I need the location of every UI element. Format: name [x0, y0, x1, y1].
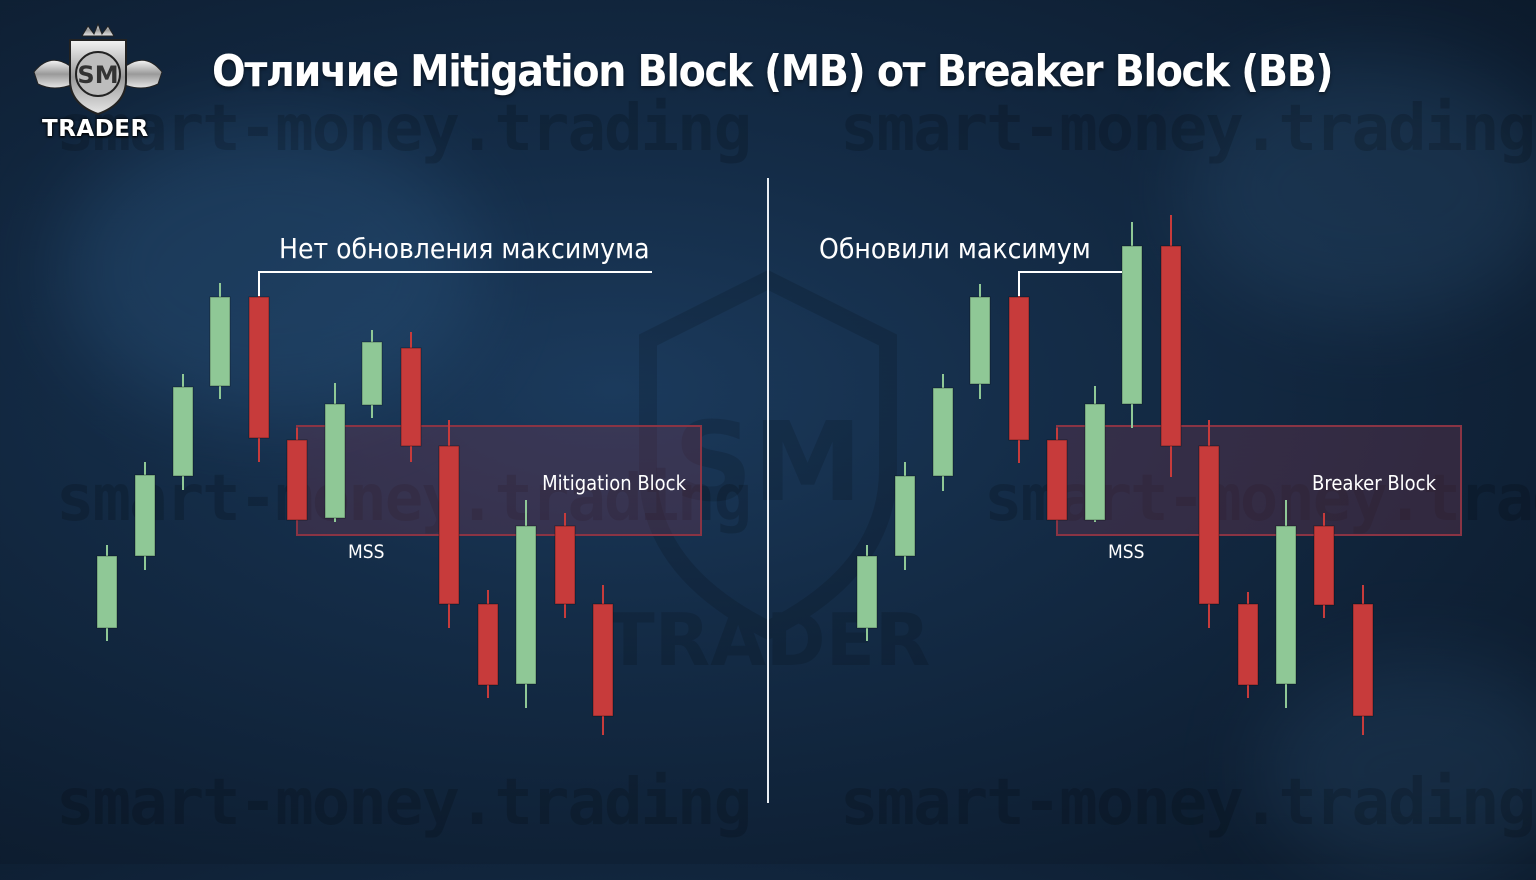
right-candle-bearish	[1198, 445, 1220, 605]
right-candle-bearish	[1008, 296, 1030, 441]
mss-label-right: MSS	[1108, 541, 1144, 563]
left-candle-bullish	[96, 555, 118, 629]
right-candle-bullish	[1275, 525, 1297, 685]
no-new-high-label: Нет обновления максимума	[279, 232, 650, 265]
candles-right	[856, 215, 1374, 735]
right-candle-bullish	[856, 555, 878, 629]
candles-left	[96, 272, 614, 735]
left-candle-bullish	[134, 474, 156, 557]
right-candle-bullish	[969, 296, 991, 385]
right-candle-bearish	[1313, 525, 1335, 606]
logo-text: TRADER	[42, 116, 149, 142]
mss-label-left: MSS	[348, 541, 384, 563]
left-candle-bearish	[286, 439, 308, 521]
watermark: smart-money.trading	[840, 92, 1536, 166]
left-candle-bearish	[592, 603, 614, 717]
left-candle-bearish	[400, 347, 422, 447]
background-glow	[1180, 60, 1536, 320]
no-new-high-line	[258, 271, 652, 296]
logo-monogram: SM	[77, 61, 118, 89]
left-candle-bullish	[209, 296, 231, 387]
mitigation-block-zone	[296, 425, 702, 536]
left-candle-bullish	[515, 525, 537, 685]
right-candle-bearish	[1237, 603, 1259, 686]
right-candle-bullish	[894, 475, 916, 557]
new-high-line	[1018, 271, 1122, 296]
breaker-block-zone	[1056, 425, 1462, 536]
new-high-label: Обновили максимум	[819, 232, 1091, 265]
background-glow	[1260, 660, 1536, 880]
right-candle-bullish	[1121, 245, 1143, 405]
right-candle-bullish	[1084, 403, 1106, 521]
left-candle-bullish	[361, 341, 383, 406]
mitigation-block-label: Mitigation Block	[542, 471, 686, 495]
watermark: smart-money.trading	[984, 462, 1536, 536]
right-candle-bearish	[1160, 245, 1182, 447]
panel-divider	[767, 178, 769, 803]
watermark: smart-money.trading	[56, 766, 752, 840]
page-title: Отличие Mitigation Block (MB) от Breaker…	[212, 46, 1334, 97]
right-candle-bearish	[1046, 439, 1068, 521]
left-candle-bearish	[554, 525, 576, 605]
right-candle-bullish	[932, 387, 954, 477]
brand-logo: SM	[33, 22, 163, 116]
breaker-block-label: Breaker Block	[1312, 471, 1437, 495]
right-candle-bearish	[1352, 603, 1374, 717]
left-candle-bullish	[324, 403, 346, 519]
watermark: smart-money.trading	[56, 462, 752, 536]
left-candle-bearish	[438, 445, 460, 605]
left-candle-bearish	[248, 296, 270, 439]
left-candle-bullish	[172, 386, 194, 477]
watermark: smart-money.trading	[56, 92, 752, 166]
left-candle-bearish	[477, 603, 499, 686]
watermark: smart-money.trading	[840, 766, 1536, 840]
